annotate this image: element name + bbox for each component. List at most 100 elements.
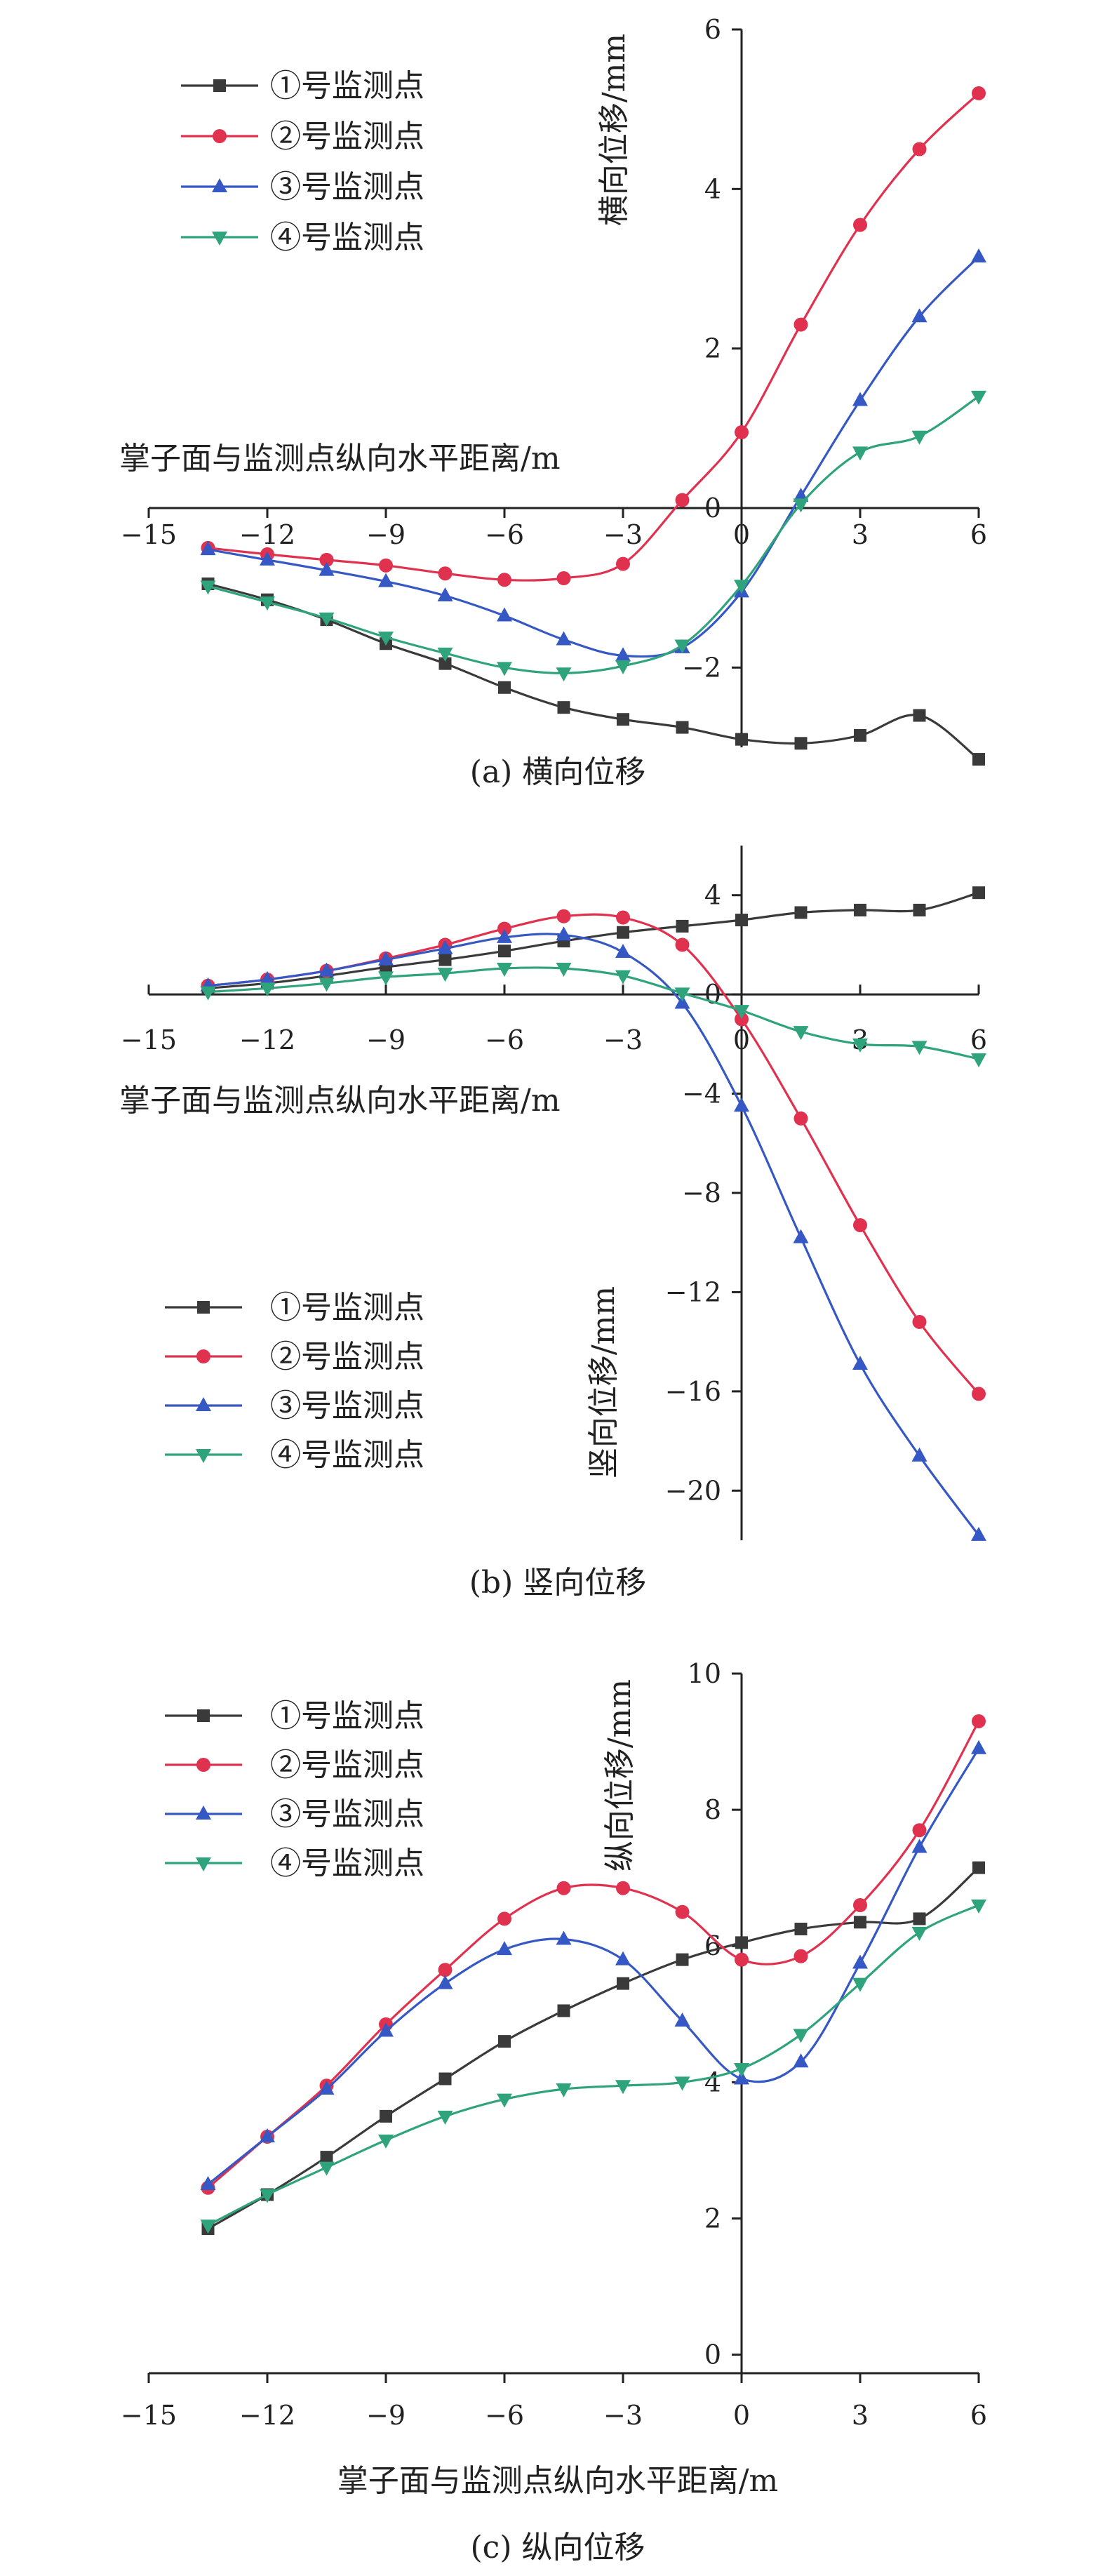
y-tick-label: 6 xyxy=(704,1930,721,1961)
data-point xyxy=(972,1387,986,1401)
data-point xyxy=(617,926,629,939)
data-point xyxy=(438,953,452,966)
legend-item: ②号监测点 xyxy=(165,1747,424,1783)
legend-item: ④号监测点 xyxy=(165,1437,424,1473)
data-point xyxy=(498,681,511,694)
legend-label: ③号监测点 xyxy=(270,1388,424,1424)
data-point xyxy=(971,390,986,405)
legend-label: ②号监测点 xyxy=(270,1747,424,1783)
data-point xyxy=(497,573,511,587)
series-4 xyxy=(200,390,986,682)
data-point xyxy=(911,1838,927,1853)
legend-marker xyxy=(212,178,227,192)
legend-item: ①号监测点 xyxy=(165,1698,424,1734)
x-tick-label: −6 xyxy=(485,519,524,550)
legend-marker xyxy=(196,1449,211,1463)
data-point xyxy=(852,1977,868,1992)
legend-marker xyxy=(196,1857,211,1871)
legend-item: ②号监测点 xyxy=(181,119,424,154)
data-point xyxy=(497,2093,512,2108)
legend-marker xyxy=(197,1301,210,1314)
data-point xyxy=(615,944,631,959)
data-point xyxy=(913,903,926,916)
data-point xyxy=(497,928,512,943)
data-point xyxy=(616,556,630,571)
data-point xyxy=(794,906,808,919)
data-point xyxy=(437,587,453,602)
data-point xyxy=(260,596,275,611)
data-point xyxy=(793,1229,809,1243)
data-point xyxy=(674,639,690,654)
data-point xyxy=(556,1881,571,1895)
data-point xyxy=(378,951,394,966)
legend: ①号监测点 ②号监测点 ③号监测点 ④号监测点 xyxy=(181,68,424,255)
data-point xyxy=(617,713,629,726)
series-2 xyxy=(201,1714,986,2195)
data-point xyxy=(378,632,394,646)
data-point xyxy=(734,580,749,594)
data-point xyxy=(971,248,986,262)
legend-label: ④号监测点 xyxy=(270,1437,424,1473)
series-line xyxy=(208,395,979,674)
y-tick-label: 4 xyxy=(704,880,721,911)
data-point xyxy=(852,392,868,406)
data-point xyxy=(378,573,394,587)
data-point xyxy=(319,561,335,576)
data-point xyxy=(200,2175,216,2190)
x-tick-label: 6 xyxy=(970,1025,987,1055)
data-point xyxy=(556,2083,572,2098)
data-point xyxy=(911,430,927,445)
data-point xyxy=(972,1861,985,1874)
x-tick-label: −15 xyxy=(121,2400,177,2431)
x-tick-label: −6 xyxy=(485,1025,524,1055)
x-tick-label: −3 xyxy=(603,519,643,550)
legend-marker xyxy=(196,1397,211,1411)
data-point xyxy=(497,963,512,977)
data-point xyxy=(497,1941,512,1956)
y-tick-label: 10 xyxy=(688,1658,721,1689)
data-point xyxy=(852,1954,868,1969)
data-point xyxy=(615,970,631,985)
data-point xyxy=(675,937,690,952)
data-point xyxy=(378,971,394,986)
data-point xyxy=(971,1740,986,1754)
data-point xyxy=(676,721,689,734)
panel-vertical-displacement: −15−12−9−6−3036−20−16−12−8−404掌子面与监测点纵向水… xyxy=(119,846,987,1601)
data-point xyxy=(437,940,453,954)
data-point xyxy=(556,631,572,646)
legend-item: ①号监测点 xyxy=(165,1290,424,1326)
x-tick-label: 3 xyxy=(852,2400,869,2431)
legend-label: ①号监测点 xyxy=(270,1290,424,1326)
data-point xyxy=(200,541,216,556)
legend-item: ③号监测点 xyxy=(165,1796,424,1832)
data-point xyxy=(319,977,335,992)
data-point xyxy=(380,2109,392,2123)
data-point xyxy=(913,709,926,722)
data-point xyxy=(438,566,453,581)
y-axis-title: 竖向位移/mm xyxy=(586,1286,622,1479)
data-point xyxy=(912,1314,927,1329)
data-point xyxy=(793,1026,809,1041)
data-point xyxy=(438,2072,452,2086)
data-point xyxy=(971,1900,986,1914)
data-point xyxy=(497,921,511,936)
series-line xyxy=(207,1904,979,2227)
y-tick-label: 0 xyxy=(704,979,721,1010)
data-point xyxy=(793,1111,808,1126)
data-point xyxy=(615,2080,631,2095)
data-point xyxy=(260,2128,275,2142)
x-tick-label: −12 xyxy=(239,2400,295,2431)
data-point xyxy=(556,926,572,941)
x-tick-label: −12 xyxy=(239,1025,295,1055)
data-point xyxy=(437,2110,453,2125)
legend-marker xyxy=(196,1758,210,1772)
data-point xyxy=(437,968,453,982)
data-point xyxy=(556,963,572,977)
data-point xyxy=(676,1953,689,1966)
data-point xyxy=(200,986,216,1001)
data-point xyxy=(912,1823,927,1838)
data-point xyxy=(675,493,690,507)
data-point xyxy=(913,1912,926,1926)
data-point xyxy=(794,1922,808,1935)
